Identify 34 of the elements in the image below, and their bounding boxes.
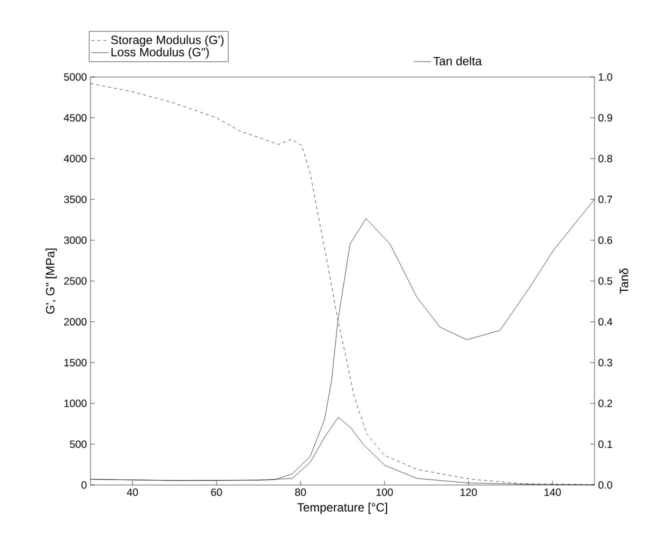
x-tick-label: 40 [126, 488, 138, 496]
legend-label: Tan delta [433, 56, 482, 66]
y-tick-label: 3000 [64, 236, 87, 244]
y-tick-label: 5000 [64, 73, 87, 81]
y2-tick-label: 0.0 [598, 481, 612, 489]
y2-tick-label: 0.8 [598, 154, 612, 162]
y2-axis-title: Tanδ [619, 268, 628, 294]
y-tick-label: 4500 [64, 114, 87, 122]
y-tick-label: 3500 [64, 196, 87, 204]
y2-tick-label: 0.1 [598, 440, 612, 448]
x-tick-label: 140 [544, 488, 561, 496]
y-axis-title: G', G" [MPa] [46, 248, 57, 314]
x-tick-label: 80 [295, 488, 306, 496]
y2-tick-label: 1.0 [598, 73, 612, 81]
y-tick-label: 1000 [64, 400, 87, 408]
x-tick-label: 120 [460, 488, 477, 496]
y2-tick-label: 0.6 [598, 236, 612, 244]
y-tick-label: 1500 [64, 358, 87, 366]
x-axis-title: Temperature [°C] [297, 502, 388, 514]
legend-label: Storage Modulus (G') [111, 35, 224, 47]
y-tick-label: 0 [82, 481, 87, 489]
y-tick-label: 2000 [64, 318, 87, 326]
y-tick-label: 500 [70, 440, 87, 448]
legend-label: Loss Modulus (G") [112, 48, 209, 59]
y2-tick-label: 0.7 [598, 196, 612, 204]
y2-tick-label: 0.4 [598, 318, 612, 326]
x-tick-label: 60 [211, 488, 222, 496]
y-tick-label: 2500 [64, 277, 87, 285]
y2-tick-label: 0.3 [598, 358, 612, 366]
y2-tick-label: 0.5 [598, 277, 612, 285]
y-tick-label: 4000 [64, 154, 87, 162]
y2-tick-label: 0.9 [598, 114, 612, 122]
x-tick-label: 100 [376, 488, 393, 496]
y2-tick-label: 0.2 [598, 400, 612, 408]
